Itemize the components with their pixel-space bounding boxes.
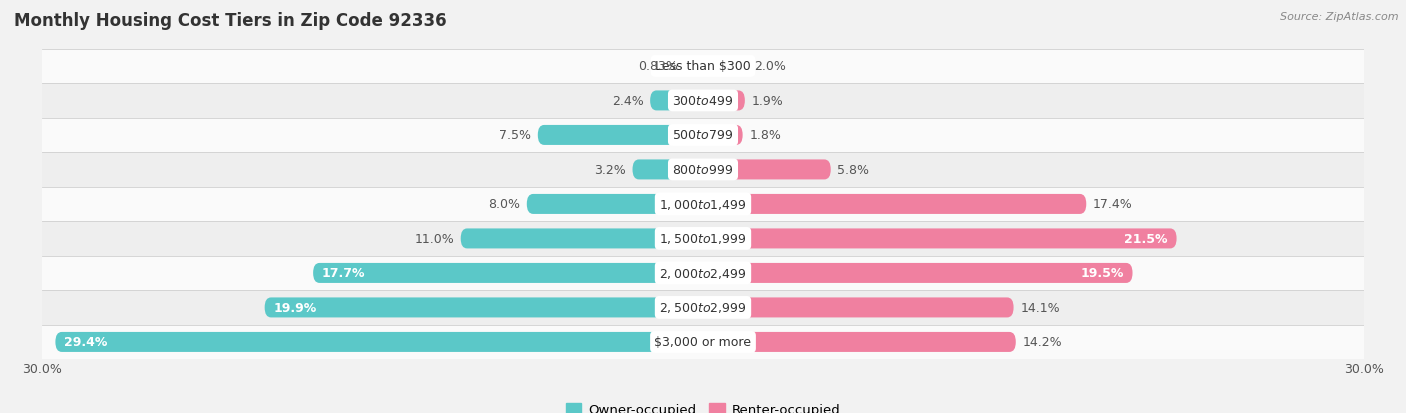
FancyBboxPatch shape <box>42 50 1364 84</box>
Text: $1,000 to $1,499: $1,000 to $1,499 <box>659 197 747 211</box>
FancyBboxPatch shape <box>42 222 1364 256</box>
Legend: Owner-occupied, Renter-occupied: Owner-occupied, Renter-occupied <box>560 397 846 413</box>
FancyBboxPatch shape <box>527 195 703 214</box>
Text: $1,500 to $1,999: $1,500 to $1,999 <box>659 232 747 246</box>
Text: $2,000 to $2,499: $2,000 to $2,499 <box>659 266 747 280</box>
Text: 21.5%: 21.5% <box>1125 233 1168 245</box>
FancyBboxPatch shape <box>537 126 703 146</box>
Text: 8.0%: 8.0% <box>488 198 520 211</box>
FancyBboxPatch shape <box>42 325 1364 359</box>
FancyBboxPatch shape <box>703 263 1133 283</box>
Text: $300 to $499: $300 to $499 <box>672 95 734 108</box>
Text: 1.9%: 1.9% <box>751 95 783 108</box>
Text: 19.5%: 19.5% <box>1080 267 1123 280</box>
FancyBboxPatch shape <box>42 153 1364 187</box>
FancyBboxPatch shape <box>703 298 1014 318</box>
FancyBboxPatch shape <box>685 57 703 77</box>
Text: $3,000 or more: $3,000 or more <box>655 336 751 349</box>
Text: 0.83%: 0.83% <box>638 60 678 73</box>
Text: 14.2%: 14.2% <box>1022 336 1062 349</box>
Text: 19.9%: 19.9% <box>273 301 316 314</box>
FancyBboxPatch shape <box>703 195 1087 214</box>
FancyBboxPatch shape <box>703 57 747 77</box>
FancyBboxPatch shape <box>314 263 703 283</box>
Text: Less than $300: Less than $300 <box>655 60 751 73</box>
Text: $2,500 to $2,999: $2,500 to $2,999 <box>659 301 747 315</box>
FancyBboxPatch shape <box>264 298 703 318</box>
FancyBboxPatch shape <box>42 187 1364 222</box>
Text: 17.4%: 17.4% <box>1092 198 1133 211</box>
FancyBboxPatch shape <box>42 119 1364 153</box>
Text: $500 to $799: $500 to $799 <box>672 129 734 142</box>
Text: Source: ZipAtlas.com: Source: ZipAtlas.com <box>1281 12 1399 22</box>
FancyBboxPatch shape <box>42 290 1364 325</box>
Text: 11.0%: 11.0% <box>415 233 454 245</box>
Text: 7.5%: 7.5% <box>499 129 531 142</box>
FancyBboxPatch shape <box>650 91 703 111</box>
Text: 1.8%: 1.8% <box>749 129 782 142</box>
FancyBboxPatch shape <box>703 91 745 111</box>
Text: 17.7%: 17.7% <box>322 267 366 280</box>
Text: 5.8%: 5.8% <box>838 164 869 176</box>
FancyBboxPatch shape <box>42 84 1364 119</box>
Text: 14.1%: 14.1% <box>1021 301 1060 314</box>
FancyBboxPatch shape <box>42 256 1364 290</box>
Text: Monthly Housing Cost Tiers in Zip Code 92336: Monthly Housing Cost Tiers in Zip Code 9… <box>14 12 447 30</box>
Text: 2.0%: 2.0% <box>754 60 786 73</box>
FancyBboxPatch shape <box>55 332 703 352</box>
FancyBboxPatch shape <box>461 229 703 249</box>
FancyBboxPatch shape <box>703 229 1177 249</box>
Text: 2.4%: 2.4% <box>612 95 644 108</box>
Text: 3.2%: 3.2% <box>595 164 626 176</box>
FancyBboxPatch shape <box>703 126 742 146</box>
Text: $800 to $999: $800 to $999 <box>672 164 734 176</box>
FancyBboxPatch shape <box>703 332 1015 352</box>
Text: 29.4%: 29.4% <box>65 336 108 349</box>
FancyBboxPatch shape <box>633 160 703 180</box>
FancyBboxPatch shape <box>703 160 831 180</box>
